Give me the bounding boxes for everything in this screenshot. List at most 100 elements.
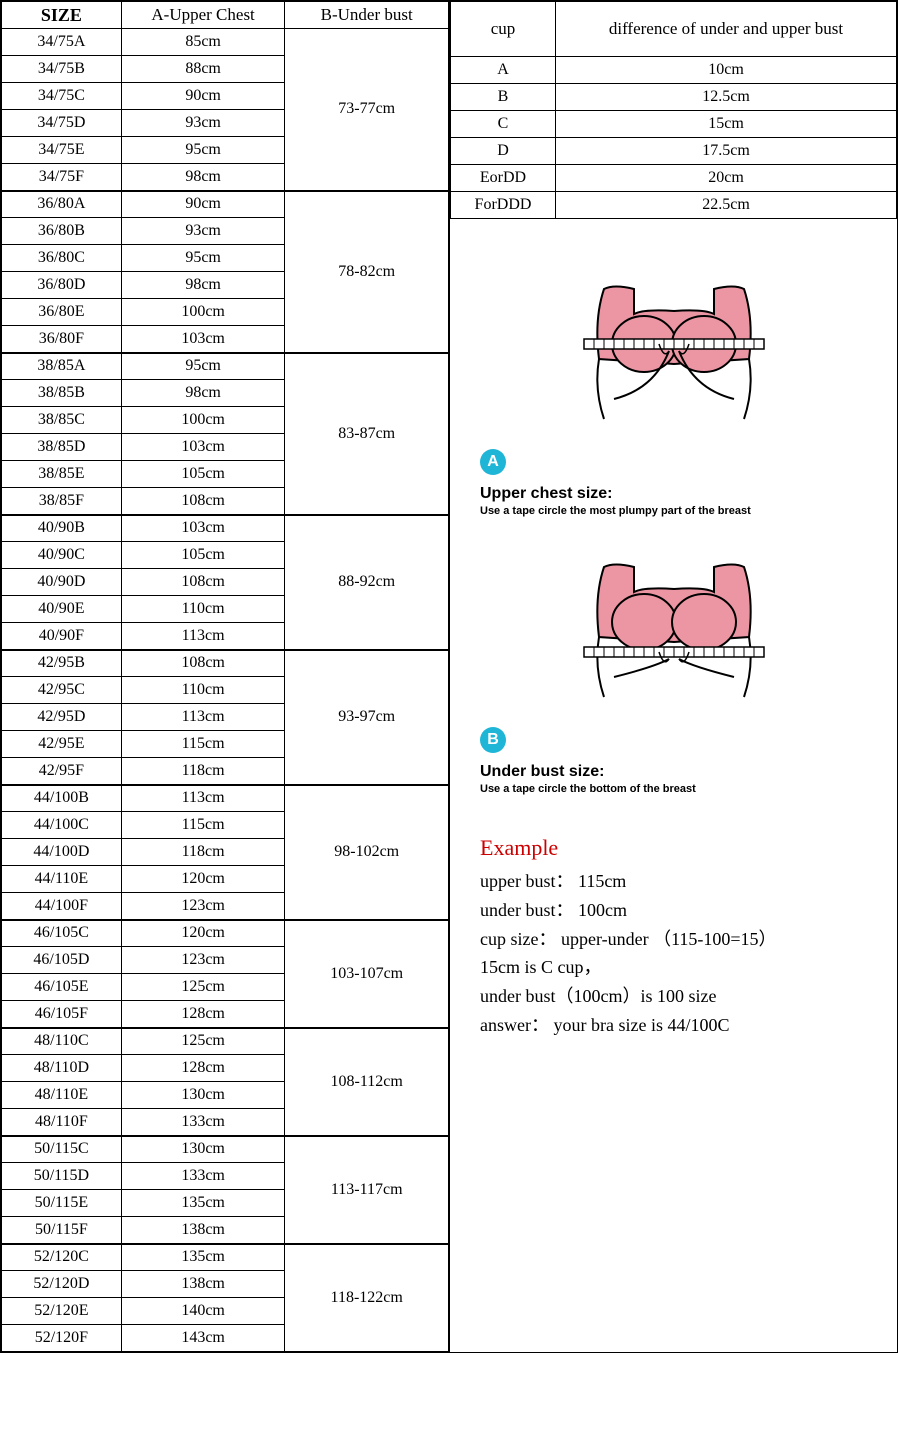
upper-chest-cell: 88cm bbox=[121, 56, 285, 83]
cup-cell: D bbox=[451, 138, 556, 165]
table-row: A10cm bbox=[451, 57, 897, 84]
size-cell: 48/110D bbox=[2, 1055, 122, 1082]
upper-chest-cell: 133cm bbox=[121, 1163, 285, 1190]
cup-header-diff: difference of under and upper bust bbox=[556, 2, 897, 57]
under-bust-cell: 98-102cm bbox=[285, 785, 449, 920]
table-row: 42/95B108cm93-97cm bbox=[2, 650, 449, 677]
upper-chest-cell: 138cm bbox=[121, 1271, 285, 1298]
size-cell: 36/80C bbox=[2, 245, 122, 272]
table-row: D17.5cm bbox=[451, 138, 897, 165]
diagram-b-title: Under bust size: bbox=[480, 763, 867, 781]
upper-chest-cell: 130cm bbox=[121, 1136, 285, 1163]
example-line: 15cm is C cup， bbox=[480, 953, 867, 982]
size-cell: 38/85D bbox=[2, 434, 122, 461]
upper-chest-cell: 115cm bbox=[121, 812, 285, 839]
upper-chest-cell: 125cm bbox=[121, 974, 285, 1001]
size-cell: 52/120E bbox=[2, 1298, 122, 1325]
under-bust-cell: 88-92cm bbox=[285, 515, 449, 650]
upper-chest-cell: 108cm bbox=[121, 569, 285, 596]
cup-cell: C bbox=[451, 111, 556, 138]
upper-chest-illustration bbox=[544, 269, 804, 439]
table-row: EorDD20cm bbox=[451, 165, 897, 192]
cup-table: cup difference of under and upper bust A… bbox=[450, 1, 897, 219]
diagram-a-title: Upper chest size: bbox=[480, 485, 867, 503]
upper-chest-cell: 135cm bbox=[121, 1190, 285, 1217]
under-bust-cell: 78-82cm bbox=[285, 191, 449, 353]
size-cell: 48/110E bbox=[2, 1082, 122, 1109]
upper-chest-cell: 118cm bbox=[121, 758, 285, 785]
upper-chest-cell: 135cm bbox=[121, 1244, 285, 1271]
upper-chest-cell: 140cm bbox=[121, 1298, 285, 1325]
table-row: 52/120C135cm118-122cm bbox=[2, 1244, 449, 1271]
under-bust-cell: 83-87cm bbox=[285, 353, 449, 515]
size-cell: 40/90D bbox=[2, 569, 122, 596]
size-cell: 38/85C bbox=[2, 407, 122, 434]
upper-chest-cell: 110cm bbox=[121, 596, 285, 623]
under-bust-cell: 93-97cm bbox=[285, 650, 449, 785]
table-row: 48/110C125cm108-112cm bbox=[2, 1028, 449, 1055]
size-cell: 34/75A bbox=[2, 29, 122, 56]
table-row: 34/75A85cm73-77cm bbox=[2, 29, 449, 56]
size-header-size: SIZE bbox=[2, 2, 122, 29]
size-cell: 34/75F bbox=[2, 164, 122, 191]
upper-chest-cell: 105cm bbox=[121, 461, 285, 488]
size-cell: 50/115D bbox=[2, 1163, 122, 1190]
cup-table-header-row: cup difference of under and upper bust bbox=[451, 2, 897, 57]
size-cell: 44/100D bbox=[2, 839, 122, 866]
size-table-header-row: SIZE A-Upper Chest B-Under bust bbox=[2, 2, 449, 29]
size-cell: 44/100F bbox=[2, 893, 122, 920]
size-cell: 36/80F bbox=[2, 326, 122, 353]
badge-a: A bbox=[480, 449, 506, 475]
right-panel: cup difference of under and upper bust A… bbox=[449, 1, 897, 1352]
example-line: under bust： 100cm bbox=[480, 896, 867, 925]
upper-chest-cell: 103cm bbox=[121, 515, 285, 542]
table-row: B12.5cm bbox=[451, 84, 897, 111]
upper-chest-cell: 128cm bbox=[121, 1055, 285, 1082]
size-cell: 44/100B bbox=[2, 785, 122, 812]
size-cell: 52/120C bbox=[2, 1244, 122, 1271]
upper-chest-cell: 93cm bbox=[121, 110, 285, 137]
diff-cell: 10cm bbox=[556, 57, 897, 84]
upper-chest-cell: 113cm bbox=[121, 785, 285, 812]
diagram-area: A Upper chest size: Use a tape circle th… bbox=[450, 219, 897, 825]
size-cell: 34/75B bbox=[2, 56, 122, 83]
under-bust-cell: 113-117cm bbox=[285, 1136, 449, 1244]
example-block: Example upper bust： 115cmunder bust： 100… bbox=[450, 825, 897, 1060]
size-cell: 46/105C bbox=[2, 920, 122, 947]
size-table-container: SIZE A-Upper Chest B-Under bust 34/75A85… bbox=[1, 1, 449, 1352]
upper-chest-cell: 93cm bbox=[121, 218, 285, 245]
cup-cell: ForDDD bbox=[451, 192, 556, 219]
upper-chest-cell: 108cm bbox=[121, 488, 285, 515]
size-cell: 38/85F bbox=[2, 488, 122, 515]
upper-chest-cell: 110cm bbox=[121, 677, 285, 704]
diff-cell: 17.5cm bbox=[556, 138, 897, 165]
upper-chest-cell: 115cm bbox=[121, 731, 285, 758]
cup-cell: A bbox=[451, 57, 556, 84]
upper-chest-cell: 100cm bbox=[121, 299, 285, 326]
table-row: 50/115C130cm113-117cm bbox=[2, 1136, 449, 1163]
diagram-upper-chest: A Upper chest size: Use a tape circle th… bbox=[480, 269, 867, 517]
under-bust-cell: 103-107cm bbox=[285, 920, 449, 1028]
upper-chest-cell: 90cm bbox=[121, 83, 285, 110]
size-cell: 42/95E bbox=[2, 731, 122, 758]
size-cell: 50/115F bbox=[2, 1217, 122, 1244]
upper-chest-cell: 138cm bbox=[121, 1217, 285, 1244]
cup-cell: EorDD bbox=[451, 165, 556, 192]
size-table: SIZE A-Upper Chest B-Under bust 34/75A85… bbox=[1, 1, 449, 1352]
size-cell: 36/80D bbox=[2, 272, 122, 299]
size-cell: 38/85B bbox=[2, 380, 122, 407]
upper-chest-cell: 123cm bbox=[121, 893, 285, 920]
upper-chest-cell: 123cm bbox=[121, 947, 285, 974]
size-cell: 46/105E bbox=[2, 974, 122, 1001]
diff-cell: 22.5cm bbox=[556, 192, 897, 219]
upper-chest-cell: 125cm bbox=[121, 1028, 285, 1055]
size-cell: 34/75E bbox=[2, 137, 122, 164]
upper-chest-cell: 100cm bbox=[121, 407, 285, 434]
upper-chest-cell: 85cm bbox=[121, 29, 285, 56]
size-cell: 34/75D bbox=[2, 110, 122, 137]
upper-chest-cell: 120cm bbox=[121, 920, 285, 947]
table-row: 40/90B103cm88-92cm bbox=[2, 515, 449, 542]
upper-chest-cell: 90cm bbox=[121, 191, 285, 218]
diff-cell: 15cm bbox=[556, 111, 897, 138]
size-cell: 36/80A bbox=[2, 191, 122, 218]
